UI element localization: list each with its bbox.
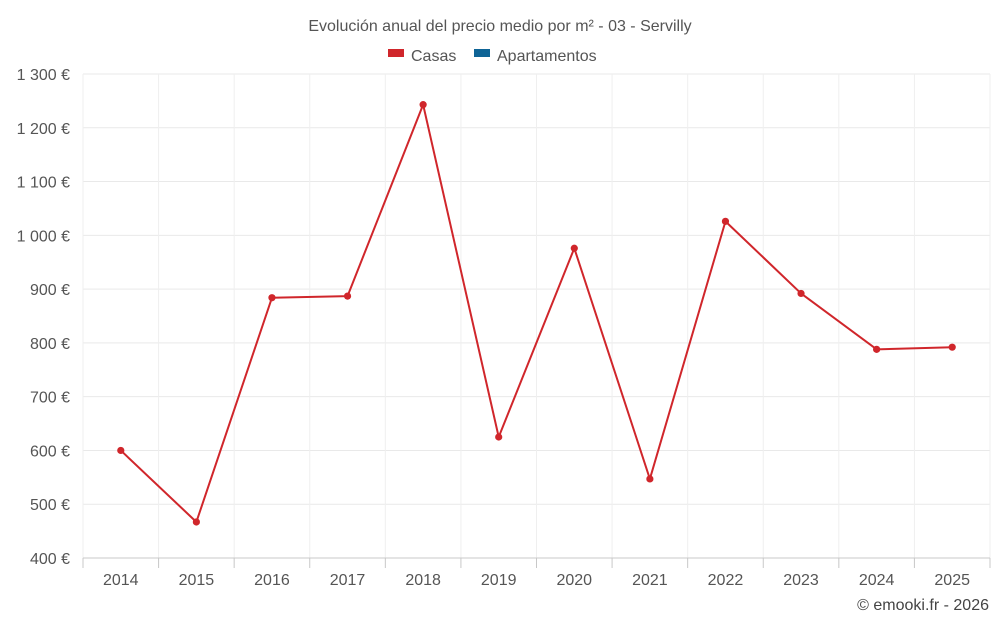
y-tick-label: 700 € (30, 390, 70, 407)
data-point[interactable] (192, 518, 200, 526)
data-point[interactable] (721, 217, 730, 225)
x-tick-label: 2017 (330, 572, 366, 589)
data-point[interactable] (117, 446, 125, 455)
axis-layer: 400 € 500 € 600 € 700 € 800 € 900 € 1 000 € 1 1… (17, 67, 991, 589)
legend-label-casas: Casas (411, 48, 456, 65)
y-tick-label: 900 € (30, 282, 70, 299)
y-tick-label: 1 100 € (17, 175, 70, 192)
data-point[interactable] (646, 475, 654, 483)
chart-title: Evolución anual del precio medio por m² … (308, 18, 691, 35)
legend-label-apartamentos: Apartamentos (497, 48, 597, 65)
legend-item-casas[interactable]: Casas (388, 48, 456, 65)
x-tick-label: 2019 (481, 572, 517, 589)
data-point[interactable] (948, 343, 956, 351)
x-tick-label: 2025 (934, 572, 970, 589)
y-tick-label: 1 300 € (17, 67, 70, 84)
data-point[interactable] (419, 101, 427, 109)
series-layer (117, 101, 956, 526)
data-point[interactable] (570, 244, 578, 252)
x-tick-label: 2022 (708, 572, 744, 589)
y-tick-label: 1 000 € (17, 228, 70, 245)
y-tick-label: 400 € (30, 551, 70, 568)
data-point[interactable] (495, 433, 503, 441)
legend-swatch-casas (388, 49, 404, 57)
x-tick-label: 2020 (556, 572, 592, 589)
x-tick-label: 2023 (783, 572, 819, 589)
x-tick-label: 2018 (405, 572, 441, 589)
y-tick-label: 800 € (30, 336, 70, 353)
legend-item-apartamentos[interactable]: Apartamentos (474, 48, 597, 65)
legend-swatch-apartamentos (474, 49, 490, 57)
x-tick-label: 2015 (179, 572, 215, 589)
x-tick-label: 2021 (632, 572, 668, 589)
data-point[interactable] (873, 345, 881, 353)
legend: Casas Apartamentos (388, 48, 597, 65)
x-tick-label: 2014 (103, 572, 139, 589)
x-tick-label: 2016 (254, 572, 290, 589)
credit-text: © emooki.fr - 2026 (857, 597, 989, 614)
x-tick-label: 2024 (859, 572, 895, 589)
y-tick-label: 1 200 € (17, 121, 70, 138)
data-point[interactable] (797, 289, 805, 298)
series-line-casas (120, 103, 953, 523)
grid-layer (82, 73, 991, 559)
data-point[interactable] (268, 294, 276, 302)
y-tick-label: 500 € (30, 497, 70, 514)
y-tick-label: 600 € (30, 443, 70, 460)
data-point[interactable] (343, 292, 352, 300)
